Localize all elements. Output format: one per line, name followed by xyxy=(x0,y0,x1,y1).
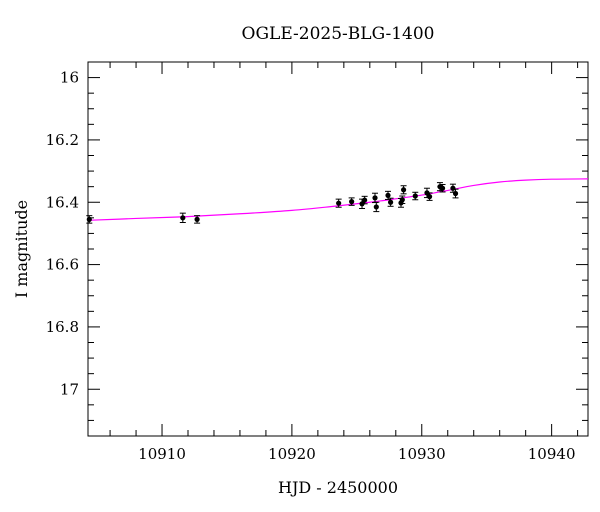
data-point xyxy=(400,185,407,195)
y-tick-label: 16.2 xyxy=(46,131,79,149)
data-point xyxy=(387,197,394,207)
data-point xyxy=(412,191,419,201)
x-tick-label: 10940 xyxy=(528,445,576,463)
data-point xyxy=(452,188,459,199)
x-tick-label: 10930 xyxy=(398,445,446,463)
data-point xyxy=(426,192,433,201)
y-tick-label: 16.8 xyxy=(46,318,79,336)
data-marker xyxy=(194,216,200,222)
data-marker xyxy=(387,199,394,205)
model-curve xyxy=(87,178,589,221)
data-marker xyxy=(452,190,459,197)
data-marker xyxy=(439,185,446,191)
data-marker xyxy=(336,200,342,206)
axis-ticks xyxy=(88,61,588,437)
data-marker xyxy=(412,193,418,199)
data-marker xyxy=(426,194,433,200)
data-marker xyxy=(373,204,379,210)
data-marker xyxy=(349,199,355,205)
chart-title: OGLE-2025-BLG-1400 xyxy=(242,24,435,44)
tick-labels: 10910 10920 10930 10940 16 16.2 16.4 16.6 16.8 17 xyxy=(46,69,576,463)
data-point xyxy=(335,198,342,208)
data-point xyxy=(399,195,406,204)
data-marker xyxy=(450,185,456,191)
data-marker xyxy=(180,215,186,221)
data-marker xyxy=(399,197,405,203)
y-axis-title: I magnitude xyxy=(12,200,31,298)
data-point xyxy=(439,183,446,193)
x-axis-title: HJD - 2450000 xyxy=(278,478,398,497)
data-point xyxy=(179,212,186,224)
data-point xyxy=(86,215,93,224)
y-tick-label: 16.6 xyxy=(46,256,79,274)
data-point xyxy=(194,215,201,224)
plot-frame xyxy=(87,61,589,437)
x-tick-label: 10910 xyxy=(138,445,186,463)
data-marker xyxy=(86,216,92,222)
y-tick-label: 17 xyxy=(60,380,79,398)
data-point xyxy=(373,201,380,213)
y-tick-label: 16 xyxy=(60,69,79,87)
data-marker xyxy=(400,187,407,193)
data-marker xyxy=(372,195,378,201)
x-tick-label: 10920 xyxy=(268,445,316,463)
data-point xyxy=(348,197,355,206)
data-marker xyxy=(385,192,391,198)
data-marker xyxy=(362,197,368,203)
data-points xyxy=(86,182,459,224)
data-point xyxy=(361,195,368,205)
y-tick-label: 16.4 xyxy=(46,193,79,211)
